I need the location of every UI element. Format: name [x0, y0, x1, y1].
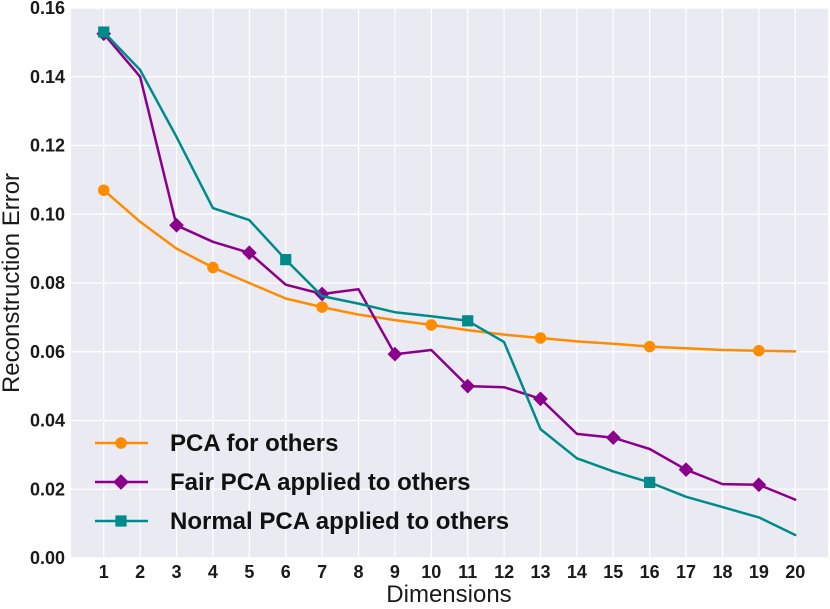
x-tick-label: 11	[458, 562, 477, 582]
x-tick-label: 18	[712, 562, 732, 582]
data-point-fair-pca-applied-to-others	[533, 391, 548, 407]
x-tick-label: 17	[676, 562, 696, 582]
y-axis-label: Reconstruction Error	[0, 173, 25, 393]
x-tick-label: 15	[603, 562, 623, 582]
data-point-pca-for-others	[425, 319, 438, 331]
data-point-pca-for-others	[534, 332, 547, 344]
x-tick-label: 9	[390, 562, 400, 582]
series-line-normal-pca-applied-to-others	[102, 30, 797, 537]
data-point-fair-pca-applied-to-others	[460, 378, 476, 394]
series-normal-pca-applied-to-others	[98, 26, 797, 537]
data-point-pca-for-others	[753, 344, 765, 357]
x-tick-label: 1	[99, 562, 109, 582]
x-tick-label: 16	[640, 562, 660, 582]
data-point-normal-pca-applied-to-others	[98, 26, 110, 38]
x-tick-label: 7	[317, 562, 327, 582]
series-line-fair-pca-applied-to-others	[102, 32, 797, 501]
data-point-normal-pca-applied-to-others	[462, 315, 474, 327]
data-point-fair-pca-applied-to-others	[605, 430, 621, 446]
legend-label-normal-pca: Normal PCA applied to others	[170, 508, 509, 535]
legend-marker-pca-for-others	[115, 437, 127, 449]
x-tick-label: 10	[421, 562, 441, 582]
x-tick-labels: 1 2 3 4 5 6 7 8 9 10 11 12 13 14 15 16 17 18 19 20	[99, 562, 806, 582]
y-gridlines	[71, 7, 828, 559]
legend-marker-normal-pca	[115, 515, 127, 527]
series-line-pca-for-others	[102, 188, 797, 353]
data-point-fair-pca-applied-to-others	[387, 346, 403, 362]
y-tick-label: 0.08	[30, 273, 65, 293]
legend-marker-fair-pca	[113, 474, 129, 490]
legend-entry-pca-for-others: PCA for others	[95, 430, 338, 457]
data-point-fair-pca-applied-to-others	[241, 245, 257, 261]
y-tick-label: 0.02	[30, 479, 65, 499]
x-tick-label: 2	[135, 562, 145, 582]
legend-label-fair-pca: Fair PCA applied to others	[170, 469, 470, 496]
data-point-normal-pca-applied-to-others	[280, 254, 292, 266]
data-point-fair-pca-applied-to-others	[751, 477, 767, 493]
x-tick-label: 4	[208, 562, 218, 582]
x-tick-label: 6	[281, 562, 291, 582]
x-tick-label: 3	[172, 562, 182, 582]
data-point-fair-pca-applied-to-others	[169, 217, 184, 233]
series-fair-pca-applied-to-others	[96, 26, 797, 501]
data-point-pca-for-others	[643, 340, 656, 353]
legend-entry-fair-pca: Fair PCA applied to others	[95, 469, 470, 496]
x-tick-label: 12	[494, 562, 514, 582]
data-point-pca-for-others	[316, 301, 328, 313]
x-tick-label: 5	[244, 562, 254, 582]
x-axis-label: Dimensions	[386, 581, 511, 608]
y-tick-label: 0.00	[30, 548, 65, 568]
y-tick-label: 0.16	[30, 0, 65, 18]
x-tick-label: 14	[567, 562, 587, 582]
data-point-normal-pca-applied-to-others	[644, 476, 656, 488]
series-pca-for-others	[98, 184, 797, 357]
y-tick-label: 0.12	[30, 136, 65, 156]
data-point-pca-for-others	[98, 184, 110, 196]
x-tick-label: 20	[785, 562, 805, 582]
data-point-pca-for-others	[207, 261, 219, 274]
y-tick-label: 0.14	[30, 67, 65, 87]
legend-label-pca-for-others: PCA for others	[170, 430, 338, 457]
x-tick-label: 8	[354, 562, 364, 582]
y-tick-label: 0.04	[30, 411, 65, 431]
series-layer	[96, 26, 797, 537]
y-tick-labels: 0.00 0.02 0.04 0.06 0.08 0.10 0.12 0.14 0.16	[30, 0, 65, 568]
x-tick-label: 13	[530, 562, 550, 582]
data-point-fair-pca-applied-to-others	[678, 462, 694, 478]
x-tick-label: 19	[749, 562, 769, 582]
y-tick-label: 0.06	[30, 342, 65, 362]
legend: PCA for others Fair PCA applied to other…	[95, 430, 509, 535]
legend-entry-normal-pca: Normal PCA applied to others	[95, 508, 509, 535]
y-tick-label: 0.10	[30, 204, 65, 224]
